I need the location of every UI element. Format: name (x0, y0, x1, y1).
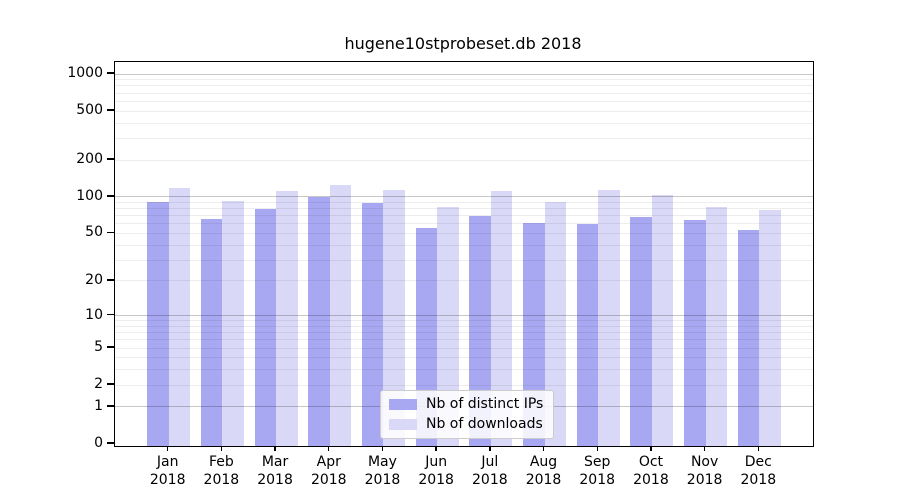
x-tick-mark (328, 446, 330, 451)
gridline-minor (115, 110, 813, 112)
x-tick-label-nov: Nov 2018 (686, 454, 723, 488)
bar-sep-ips (576, 223, 599, 446)
bar-feb-ips (200, 218, 223, 446)
y-tick-label: 200 (76, 151, 103, 168)
y-tick-mark (107, 313, 114, 316)
x-tick-mark (542, 446, 545, 451)
chart-title: hugene10stprobeset.db 2018 (344, 34, 582, 53)
bar-dec-ips (737, 230, 760, 446)
bar-jun-downloads (437, 206, 459, 446)
bar-sep-downloads (598, 190, 620, 446)
x-tick-label-apr: Apr 2018 (310, 454, 347, 488)
x-tick-label-dec: Dec 2018 (740, 454, 777, 488)
legend-swatch-ips (389, 398, 417, 410)
legend-label-downloads: Nb of downloads (426, 416, 543, 432)
y-tick-mark (107, 383, 114, 385)
y-tick-label: 50 (85, 224, 103, 241)
x-tick-mark (757, 446, 759, 451)
x-tick-mark (220, 446, 223, 451)
bar-jul-ips (469, 215, 491, 446)
bar-may-downloads (383, 190, 405, 446)
gridline-minor (115, 201, 813, 203)
x-tick-label-feb: Feb 2018 (203, 454, 240, 488)
y-tick-label: 20 (85, 271, 103, 288)
y-tick-mark (107, 158, 114, 160)
bar-feb-downloads (222, 201, 244, 446)
bar-mar-downloads (276, 191, 298, 446)
y-tick-label: 2 (94, 376, 103, 393)
bar-oct-downloads (651, 195, 674, 446)
x-tick-label-oct: Oct 2018 (633, 454, 669, 488)
gridline-major (115, 73, 813, 75)
legend-item-downloads: Nb of downloads (389, 416, 543, 432)
bar-oct-ips (630, 217, 652, 446)
gridline-minor (115, 100, 813, 102)
x-tick-label-jun: Jun 2018 (418, 454, 454, 488)
y-tick-mark (107, 195, 114, 197)
bar-apr-downloads (329, 184, 352, 446)
gridline-minor (115, 92, 813, 94)
x-tick-label-sep: Sep 2018 (579, 454, 616, 488)
y-tick-label: 0 (94, 435, 103, 451)
bar-dec-downloads (759, 210, 781, 446)
bar-jul-downloads (490, 190, 513, 446)
x-tick-label-jan: Jan 2018 (149, 454, 186, 488)
y-tick-label: 100 (76, 187, 103, 204)
x-tick-label-jul: Jul 2018 (472, 454, 508, 488)
x-tick-mark (381, 446, 384, 451)
y-tick-mark (107, 279, 114, 281)
y-tick-label: 500 (76, 102, 103, 119)
plot-area: Nb of distinct IPs Nb of downloads (114, 61, 814, 447)
x-tick-mark (166, 446, 169, 451)
x-tick-mark (596, 446, 598, 451)
y-tick-mark (107, 442, 114, 444)
y-tick-mark (107, 72, 114, 74)
gridline-minor (115, 159, 813, 161)
y-tick-mark (107, 405, 114, 407)
y-tick-label: 1000 (67, 65, 103, 82)
bar-may-ips (361, 203, 384, 446)
y-tick-label: 10 (85, 306, 103, 323)
legend-item-distinct-ips: Nb of distinct IPs (389, 396, 543, 412)
gridline-minor (115, 85, 813, 87)
bar-mar-ips (254, 208, 277, 446)
x-tick-label-aug: Aug 2018 (525, 454, 562, 488)
x-tick-label-mar: Mar 2018 (257, 454, 293, 488)
bar-jan-ips (147, 201, 169, 446)
x-tick-mark (703, 446, 706, 451)
legend-swatch-downloads (389, 418, 417, 430)
x-tick-label-may: May 2018 (364, 454, 401, 488)
y-tick-label: 1 (94, 397, 103, 414)
y-tick-mark (107, 231, 114, 234)
bar-nov-ips (684, 220, 706, 446)
gridline-minor (115, 137, 813, 139)
bar-jan-downloads (168, 187, 191, 446)
bar-nov-downloads (705, 206, 728, 446)
x-tick-mark (435, 446, 437, 451)
y-tick-label: 5 (94, 339, 103, 356)
gridline-major (115, 196, 813, 198)
y-tick-mark (107, 346, 114, 348)
gridline-minor (115, 79, 813, 81)
x-tick-mark (489, 446, 491, 451)
legend-label-ips: Nb of distinct IPs (426, 396, 544, 412)
x-tick-mark (274, 446, 276, 451)
legend: Nb of distinct IPs Nb of downloads (380, 390, 555, 439)
y-tick-mark (107, 109, 114, 111)
gridline-minor (115, 122, 813, 124)
x-tick-mark (650, 446, 652, 451)
bar-aug-downloads (544, 201, 567, 446)
bar-apr-ips (308, 197, 330, 446)
